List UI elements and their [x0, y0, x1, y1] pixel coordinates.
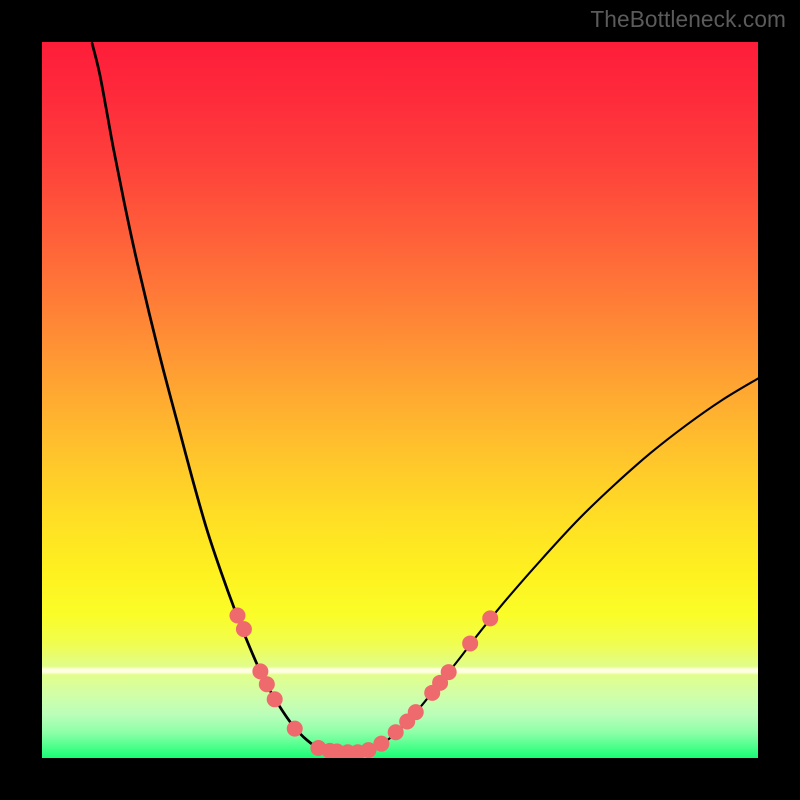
- data-marker: [373, 736, 389, 752]
- plot-area: [42, 42, 758, 758]
- plot-background: [42, 42, 758, 758]
- watermark-text: TheBottleneck.com: [590, 6, 786, 33]
- data-marker: [267, 691, 283, 707]
- chart-container: TheBottleneck.com: [0, 0, 800, 800]
- data-marker: [287, 721, 303, 737]
- data-marker: [229, 608, 245, 624]
- data-marker: [482, 610, 498, 626]
- bottleneck-curve-chart: [42, 42, 758, 758]
- data-marker: [259, 676, 275, 692]
- data-marker: [408, 704, 424, 720]
- data-marker: [441, 664, 457, 680]
- data-marker: [462, 635, 478, 651]
- data-marker: [236, 621, 252, 637]
